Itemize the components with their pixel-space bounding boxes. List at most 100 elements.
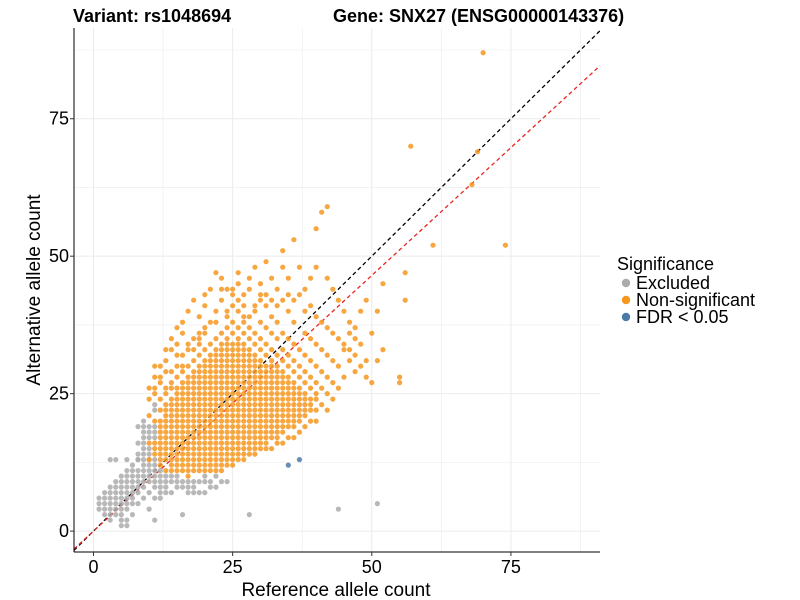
data-point	[146, 396, 152, 402]
data-point	[152, 402, 158, 408]
data-point	[152, 429, 158, 435]
data-point	[168, 468, 175, 474]
data-point	[218, 369, 225, 375]
data-point	[168, 479, 175, 485]
data-point	[163, 429, 169, 435]
data-point	[163, 418, 169, 424]
data-point	[135, 468, 141, 474]
data-point	[135, 440, 141, 446]
data-point	[335, 336, 341, 342]
data-point	[319, 347, 325, 353]
data-point	[230, 369, 236, 375]
data-point	[218, 407, 225, 413]
data-point	[218, 457, 225, 463]
legend-key	[621, 295, 631, 305]
data-point	[257, 396, 264, 402]
data-point	[252, 385, 258, 391]
data-point	[235, 297, 241, 303]
data-point	[168, 380, 175, 386]
data-point	[207, 319, 213, 325]
data-point	[218, 418, 225, 424]
data-point	[174, 418, 180, 424]
data-point	[285, 413, 291, 419]
data-point	[202, 385, 208, 391]
data-point	[358, 341, 364, 347]
data-point	[168, 429, 175, 435]
data-point	[174, 424, 180, 430]
data-point	[302, 308, 308, 314]
data-point	[346, 319, 353, 325]
data-point	[257, 363, 264, 369]
data-point	[185, 479, 191, 485]
data-point	[207, 429, 213, 435]
data-point	[296, 347, 303, 353]
data-point	[280, 424, 286, 430]
data-point	[374, 308, 380, 314]
data-point	[179, 330, 186, 336]
data-point	[374, 501, 380, 507]
data-point	[330, 380, 336, 386]
data-point	[346, 347, 353, 353]
data-point	[207, 391, 213, 397]
data-point	[263, 292, 269, 298]
data-point	[235, 457, 241, 463]
data-point	[202, 396, 208, 402]
data-point	[113, 506, 119, 512]
data-point	[213, 380, 219, 386]
data-point	[196, 341, 202, 347]
data-point	[185, 380, 191, 386]
data-point	[157, 435, 163, 441]
data-point	[218, 391, 225, 397]
data-point	[235, 380, 241, 386]
data-point	[341, 341, 347, 347]
data-point	[152, 457, 158, 463]
data-point	[146, 479, 152, 485]
data-point	[280, 429, 286, 435]
data-point	[313, 226, 319, 232]
data-point	[268, 330, 275, 336]
data-point	[274, 336, 280, 342]
data-point	[241, 413, 247, 419]
data-point	[285, 435, 291, 441]
data-point	[163, 479, 169, 485]
data-point	[246, 407, 252, 413]
data-point	[241, 292, 247, 298]
data-point	[179, 385, 186, 391]
data-point	[252, 363, 258, 369]
data-point	[313, 407, 319, 413]
data-point	[302, 391, 308, 397]
data-point	[257, 374, 264, 380]
data-point	[330, 330, 336, 336]
data-point	[285, 402, 291, 408]
data-point	[241, 457, 247, 463]
data-point	[285, 391, 291, 397]
data-point	[296, 374, 303, 380]
data-point	[218, 358, 225, 364]
data-point	[319, 319, 325, 325]
data-point	[268, 396, 275, 402]
data-point	[202, 490, 208, 496]
data-point	[191, 391, 197, 397]
data-point	[124, 479, 130, 485]
data-point	[207, 385, 213, 391]
axes	[70, 28, 600, 556]
data-point	[213, 468, 219, 474]
data-point	[185, 402, 191, 408]
data-point	[358, 363, 364, 369]
data-point	[252, 308, 258, 314]
data-point	[168, 490, 175, 496]
data-point	[263, 325, 269, 331]
data-point	[140, 495, 147, 501]
data-point	[224, 325, 230, 331]
data-point	[146, 385, 152, 391]
data-point	[218, 479, 225, 485]
data-point	[179, 451, 186, 457]
data-point	[268, 418, 275, 424]
data-point	[252, 374, 258, 380]
data-point	[179, 468, 186, 474]
x-tick-label: 0	[88, 557, 98, 577]
data-point	[163, 451, 169, 457]
data-point	[313, 396, 319, 402]
data-point	[313, 391, 319, 397]
data-point	[174, 407, 180, 413]
